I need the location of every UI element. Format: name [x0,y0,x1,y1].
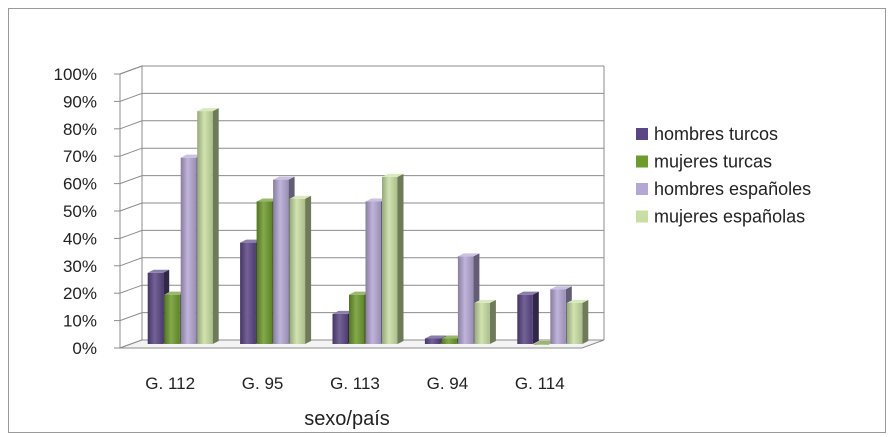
legend-swatch [636,155,648,168]
legend-swatch [636,183,648,195]
legend: hombres turcos mujeres turcas hombres espa… [636,124,811,227]
bar-side [489,299,496,344]
bar-front [164,294,180,344]
y-tick-label: 10% [63,312,97,331]
gridlines [114,65,605,349]
bar [517,291,539,344]
bar-top [164,291,186,295]
x-tick-label: G. 112 [145,374,195,393]
bar-front [566,302,583,344]
y-tick-label: 50% [63,202,97,221]
bar-front [533,344,550,345]
bar [533,341,556,345]
legend-label: hombres turcos [654,124,778,144]
y-tick-label: 60% [63,175,97,194]
x-axis-ticks: G. 112 G. 95 G. 113 G. 94 G. 114 [145,374,564,393]
bar-side [532,291,539,344]
gridline [119,202,604,212]
bar-front [332,313,348,344]
y-tick-label: 70% [63,147,97,166]
bar-side [397,173,404,344]
bars [147,108,589,345]
bar-front [517,294,533,344]
gridline [119,312,604,322]
bar-top [382,173,404,177]
x-tick-label: G. 94 [427,374,469,393]
bar-top [180,154,203,158]
bar-top [197,108,219,112]
gridline [119,92,604,102]
bar-side [212,108,219,344]
legend-label: mujeres turcas [654,152,772,172]
bar-top [441,335,463,339]
bar-front [256,201,273,344]
bar-top [550,286,572,290]
gridline [119,229,604,239]
x-axis-label: sexo/país [304,408,390,430]
bar-top [533,341,556,344]
bar-top [289,195,312,199]
legend-swatch [636,128,648,140]
y-tick-label: 90% [63,92,97,111]
bar [289,195,312,344]
bar-front [180,157,197,344]
bar-top [566,299,589,303]
bar-side [305,195,312,344]
y-tick-label: 20% [63,284,97,303]
bar-front [550,289,566,344]
legend-swatch [636,210,648,223]
gridline [119,120,604,130]
bar-front [474,302,490,344]
bar-front [197,111,213,344]
gridline [119,284,604,294]
legend-label: hombres españoles [654,179,811,199]
bar-front [273,179,289,344]
y-tick-label: 80% [63,120,97,139]
bar-top [332,310,354,314]
bar-front [382,176,398,344]
bar-top [256,198,279,202]
gridline [119,65,604,75]
bar-top [424,335,447,339]
y-tick-label: 40% [63,229,97,248]
bar [382,173,404,344]
gridline [119,147,604,157]
bar-top [457,253,480,257]
bar-front [147,272,164,344]
bar-side [582,299,589,344]
x-tick-label: G. 113 [330,374,380,393]
bar-top [365,198,387,202]
gridline [119,175,604,185]
bar-front [289,198,306,344]
bar-front [240,242,256,344]
bar [197,108,219,344]
bar-front [441,338,457,344]
legend-label: mujeres españolas [654,207,805,227]
bar-front [424,338,441,344]
y-tick-label: 100% [54,65,97,84]
bar [474,299,496,344]
y-tick-label: 0% [72,339,97,358]
bar-front [457,256,474,344]
y-axis-ticks: 0% 10% 20% 30% 40% 50% 60% 70% 80% 90% 100% [54,65,97,358]
bar-top [474,299,496,303]
x-tick-label: G. 95 [242,374,284,393]
x-tick-label: G. 114 [515,374,565,393]
bar-front [365,201,381,344]
bar-top [349,291,371,295]
bar-front [349,294,365,344]
y-tick-label: 30% [63,257,97,276]
bar-top [517,291,539,295]
bar-top [147,269,170,273]
bar-top [240,239,262,243]
bar [566,299,589,344]
gridline [119,257,604,267]
bar-top [273,176,295,180]
